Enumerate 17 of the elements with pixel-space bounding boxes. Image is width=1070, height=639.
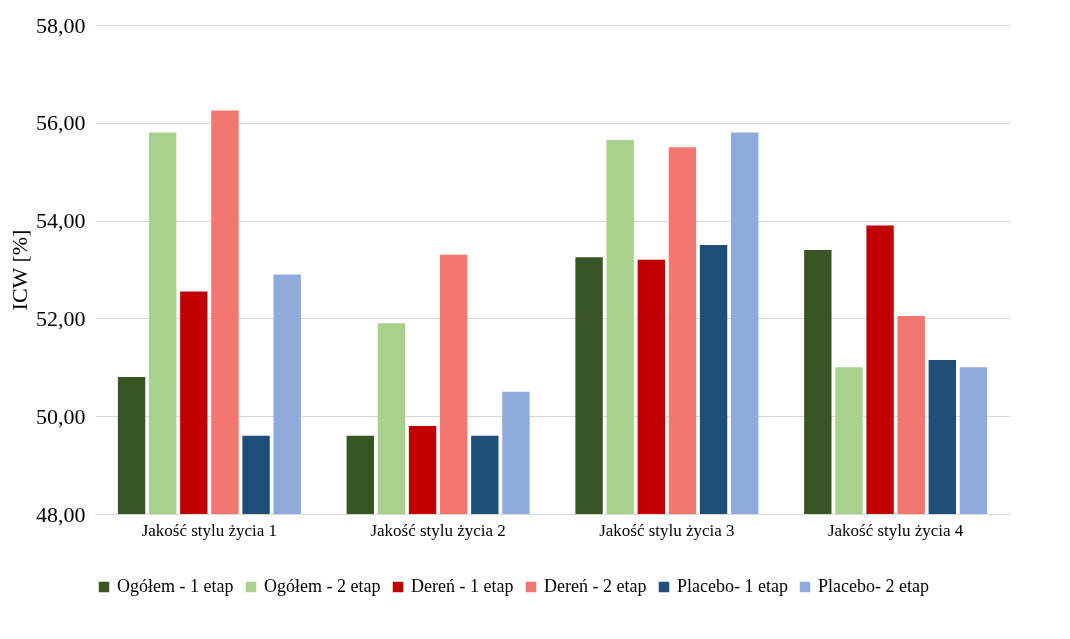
y-tick-label: 58,00 [36,12,86,38]
legend-label: Placebo- 1 etap [677,576,788,596]
y-tick-label: 48,00 [36,501,86,527]
legend-label: Dereń - 2 etap [544,576,647,596]
y-tick-label: 50,00 [36,403,86,429]
x-tick-label: Jakość stylu życia 1 [141,520,278,540]
legend-label: Placebo- 2 etap [818,576,929,596]
y-axis-title: ICW [%] [7,229,32,311]
y-tick-label: 56,00 [36,110,86,136]
legend-label: Dereń - 1 etap [411,576,514,596]
x-tick-label: Jakość stylu życia 3 [599,520,735,540]
legend-label: Ogółem - 1 etap [117,576,234,596]
y-tick-label: 52,00 [36,305,86,331]
x-tick-label: Jakość stylu życia 2 [370,520,506,540]
legend-label: Ogółem - 2 etap [264,576,381,596]
y-tick-label: 54,00 [36,208,86,234]
x-tick-label: Jakość stylu życia 4 [827,520,964,540]
